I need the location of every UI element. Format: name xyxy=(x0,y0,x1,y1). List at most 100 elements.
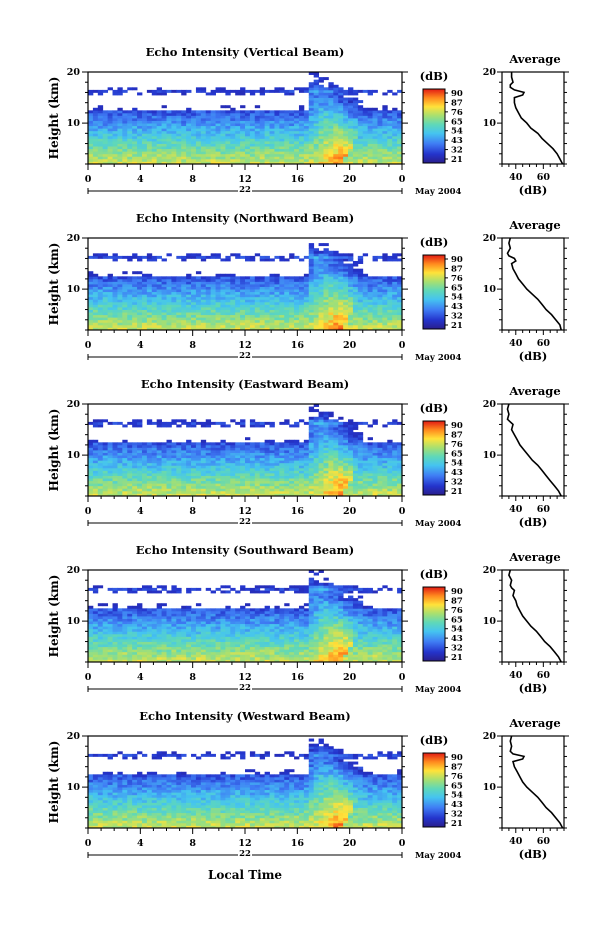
heatmap-cell xyxy=(318,483,324,487)
heatmap-cell xyxy=(112,473,118,476)
heatmap-cell xyxy=(176,301,182,305)
heatmap-cell xyxy=(259,465,266,469)
heatmap-cell xyxy=(88,156,94,160)
heatmap-cell xyxy=(88,444,94,448)
heatmap-cell xyxy=(137,156,143,160)
heatmap-cell xyxy=(191,115,197,119)
heatmap-cell xyxy=(225,478,231,482)
heatmap-cell xyxy=(122,304,128,308)
heatmap-cell xyxy=(323,309,329,313)
heatmap-cell xyxy=(225,289,231,293)
heatmap-cell xyxy=(298,112,305,116)
heatmap-cell xyxy=(382,156,388,160)
heatmap-cell xyxy=(245,480,251,484)
heatmap-cell xyxy=(215,156,221,160)
heatmap-cell xyxy=(289,447,295,451)
heatmap-cell xyxy=(269,289,275,293)
heatmap-cell xyxy=(92,457,99,461)
heatmap-cell xyxy=(240,151,246,155)
heatmap-cell xyxy=(289,115,295,119)
heatmap-cell xyxy=(225,273,231,277)
heatmap-cell xyxy=(156,143,162,147)
heatmap-cell xyxy=(176,444,182,448)
heatmap-cell xyxy=(289,284,295,287)
heatmap-cell xyxy=(303,286,310,290)
heatmap-cell xyxy=(146,309,153,313)
heatmap-cell xyxy=(264,447,270,451)
heatmap-cell xyxy=(348,480,354,484)
heatmap-cell xyxy=(107,130,113,134)
heatmap-cell xyxy=(117,153,123,157)
heatmap-cell xyxy=(362,286,369,290)
heatmap-cell xyxy=(141,286,148,290)
heatmap-cell xyxy=(284,286,290,290)
heatmap-cell xyxy=(269,276,275,280)
heatmap-cell xyxy=(210,490,216,494)
heatmap-cell xyxy=(107,299,113,303)
heatmap-cell xyxy=(102,125,109,129)
heatmap-cell xyxy=(205,490,212,494)
heatmap-cell xyxy=(259,89,266,93)
heatmap-cell xyxy=(298,289,305,293)
heatmap-cell xyxy=(240,473,246,476)
heatmap-cell xyxy=(122,161,128,165)
heatmap-cell xyxy=(357,158,364,162)
colorbar-tick-label: 32 xyxy=(451,312,463,322)
heatmap-cell xyxy=(151,92,158,96)
heatmap-cell xyxy=(92,125,99,129)
heatmap-cell xyxy=(387,493,393,497)
heatmap-cell xyxy=(141,478,148,482)
heatmap-cell xyxy=(298,291,305,295)
heatmap-cell xyxy=(146,460,153,464)
heatmap-cell xyxy=(205,455,212,459)
heatmap-cell xyxy=(166,291,172,295)
heatmap-cell xyxy=(303,444,310,448)
heatmap-cell xyxy=(220,457,226,461)
heatmap-cell xyxy=(117,299,123,303)
heatmap-cell xyxy=(284,475,290,479)
heatmap-cell xyxy=(382,447,388,451)
heatmap-cell xyxy=(235,475,241,479)
heatmap-cell xyxy=(122,322,128,326)
heatmap-cell xyxy=(279,143,285,147)
heatmap-cell xyxy=(392,276,398,280)
heatmap-cell xyxy=(137,284,143,287)
heatmap-cell xyxy=(382,478,388,482)
heatmap-cell xyxy=(107,123,113,127)
panel-title: Echo Intensity (Vertical Beam) xyxy=(146,45,345,59)
heatmap-cell xyxy=(205,92,212,96)
heatmap-cell xyxy=(367,299,373,303)
heatmap-cell xyxy=(137,444,143,448)
heatmap-cell xyxy=(382,105,388,109)
heatmap-cell xyxy=(112,89,118,93)
heatmap-cell xyxy=(156,87,162,91)
heatmap-cell xyxy=(151,258,158,262)
heatmap-cell xyxy=(318,488,324,492)
heatmap-cell xyxy=(97,312,104,316)
heatmap-cell xyxy=(318,135,324,139)
heatmap-cell xyxy=(235,92,241,96)
heatmap-cell xyxy=(357,324,364,328)
heatmap-cell xyxy=(245,151,251,155)
heatmap-cell xyxy=(284,312,290,316)
heatmap-cell xyxy=(200,133,207,137)
heatmap-cell xyxy=(343,89,349,93)
heatmap-cell xyxy=(240,146,246,150)
heatmap-cell xyxy=(397,488,403,492)
heatmap-cell xyxy=(186,115,192,119)
heatmap-cell xyxy=(205,478,212,482)
heatmap-cell xyxy=(313,118,319,121)
heatmap-cell xyxy=(343,148,349,152)
heatmap-cell xyxy=(259,322,266,326)
heatmap-cell xyxy=(146,133,153,137)
heatmap-cell xyxy=(269,299,275,303)
heatmap-cell xyxy=(166,276,172,280)
heatmap-cell xyxy=(181,485,187,489)
heatmap-cell xyxy=(294,255,300,259)
heatmap-cell xyxy=(215,442,221,446)
heatmap-cell xyxy=(151,452,158,456)
heatmap-cell xyxy=(230,488,236,492)
heatmap-cell xyxy=(92,317,99,321)
heatmap-cell xyxy=(264,460,270,464)
